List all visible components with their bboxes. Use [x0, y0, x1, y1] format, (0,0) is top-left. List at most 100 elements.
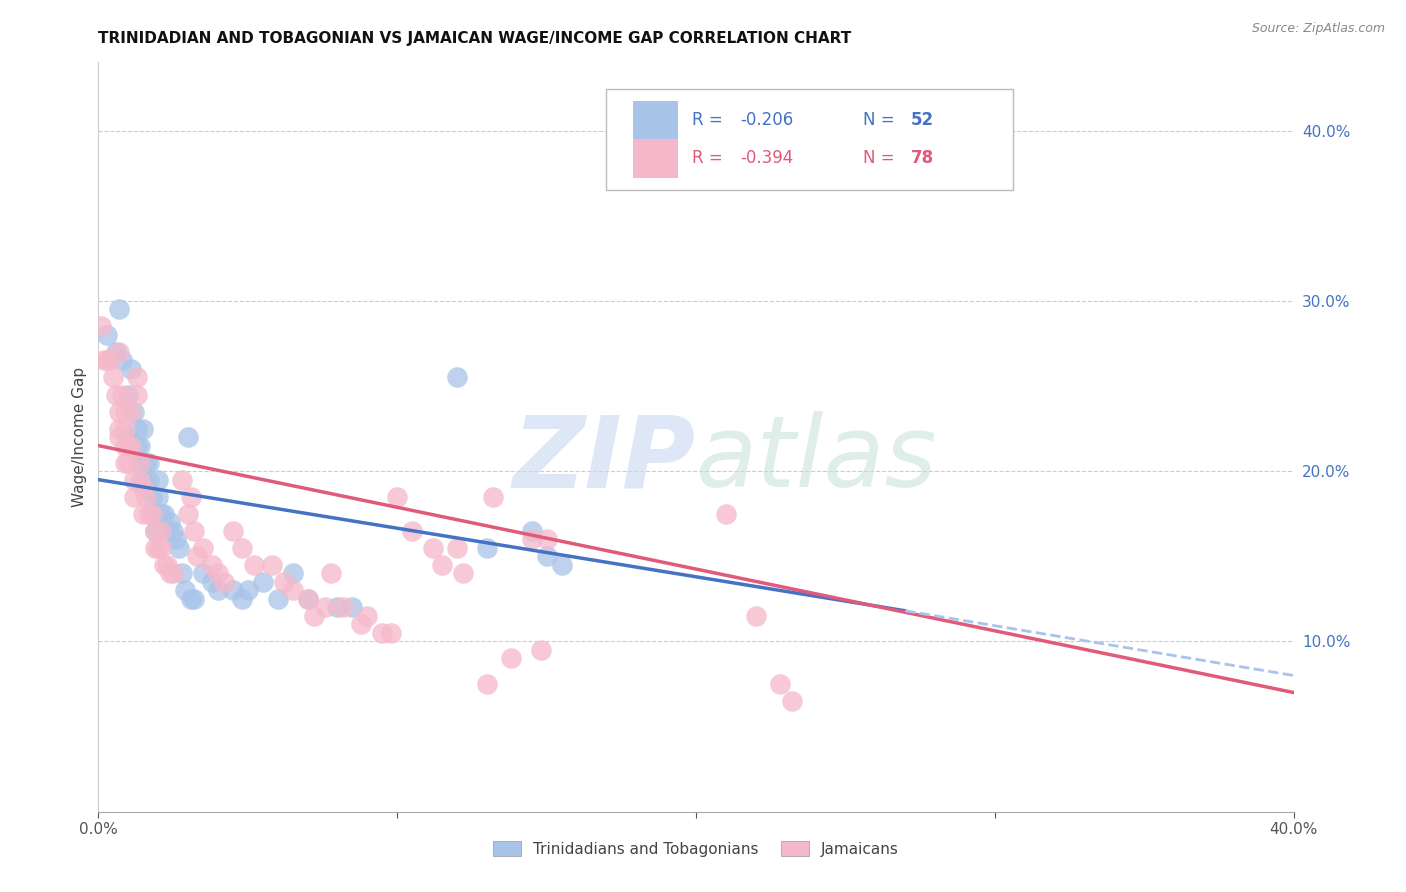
Point: [129, 456, 152, 470]
Point: [138, 507, 160, 521]
Point: [174, 583, 197, 598]
Point: [124, 404, 146, 418]
Point: [430, 558, 453, 572]
Point: [222, 524, 245, 538]
Point: [124, 473, 146, 487]
Point: [108, 302, 131, 317]
Point: [332, 600, 354, 615]
Point: [243, 558, 266, 572]
Point: [120, 362, 142, 376]
Bar: [633, 139, 678, 178]
Point: [148, 490, 170, 504]
Y-axis label: Wage/Income Gap: Wage/Income Gap: [72, 367, 87, 508]
Point: [135, 490, 157, 504]
Point: [120, 404, 142, 418]
Point: [167, 541, 190, 555]
Point: [191, 541, 214, 555]
Point: [114, 439, 136, 453]
Point: [326, 600, 349, 615]
Point: [156, 524, 179, 538]
Point: [177, 430, 200, 444]
Point: [714, 507, 737, 521]
Point: [297, 591, 319, 606]
Text: 78: 78: [911, 149, 934, 168]
Point: [281, 583, 304, 598]
Point: [342, 600, 364, 615]
Point: [183, 524, 205, 538]
Text: -0.206: -0.206: [740, 112, 793, 129]
Point: [207, 583, 229, 598]
Point: [105, 345, 128, 359]
Point: [162, 566, 184, 581]
Point: [177, 507, 200, 521]
Point: [148, 473, 170, 487]
Point: [475, 541, 498, 555]
Point: [159, 515, 181, 529]
Point: [172, 566, 194, 581]
Point: [153, 558, 176, 572]
Point: [186, 549, 208, 564]
Point: [153, 507, 176, 521]
Point: [482, 490, 505, 504]
Point: [201, 558, 224, 572]
Point: [273, 574, 295, 589]
Point: [127, 421, 149, 435]
Point: [267, 591, 290, 606]
Point: [183, 591, 205, 606]
Point: [212, 574, 235, 589]
Point: [231, 591, 253, 606]
Point: [96, 327, 118, 342]
Point: [236, 583, 259, 598]
Point: [451, 566, 474, 581]
Point: [143, 524, 166, 538]
Point: [114, 404, 136, 418]
Point: [499, 651, 522, 665]
Point: [201, 574, 224, 589]
Text: R =: R =: [692, 112, 728, 129]
Point: [111, 353, 134, 368]
Point: [141, 507, 163, 521]
Point: [222, 583, 245, 598]
Point: [93, 353, 115, 368]
Point: [371, 626, 394, 640]
Point: [315, 600, 337, 615]
Point: [127, 387, 149, 401]
Point: [148, 541, 170, 555]
Text: ZIP: ZIP: [513, 411, 696, 508]
Text: N =: N =: [863, 149, 900, 168]
Point: [180, 591, 202, 606]
Point: [745, 608, 768, 623]
Point: [143, 524, 166, 538]
Point: [96, 353, 118, 368]
Point: [108, 430, 131, 444]
Point: [207, 566, 229, 581]
Point: [520, 524, 543, 538]
Point: [135, 481, 157, 495]
Point: [117, 456, 139, 470]
Point: [536, 533, 558, 547]
Point: [252, 574, 274, 589]
Point: [401, 524, 423, 538]
Text: -0.394: -0.394: [740, 149, 793, 168]
Point: [321, 566, 343, 581]
Point: [150, 541, 173, 555]
Point: [129, 456, 152, 470]
Point: [124, 490, 146, 504]
Point: [769, 677, 792, 691]
Point: [114, 421, 136, 435]
Point: [162, 524, 184, 538]
Point: [108, 421, 131, 435]
Point: [117, 430, 139, 444]
Point: [530, 643, 553, 657]
Point: [536, 549, 558, 564]
Point: [385, 490, 409, 504]
Point: [135, 456, 157, 470]
Bar: [633, 101, 678, 140]
Point: [141, 490, 163, 504]
Point: [117, 387, 139, 401]
Point: [231, 541, 253, 555]
Point: [105, 387, 128, 401]
Point: [98, 353, 122, 368]
Point: [356, 608, 378, 623]
Point: [138, 456, 160, 470]
